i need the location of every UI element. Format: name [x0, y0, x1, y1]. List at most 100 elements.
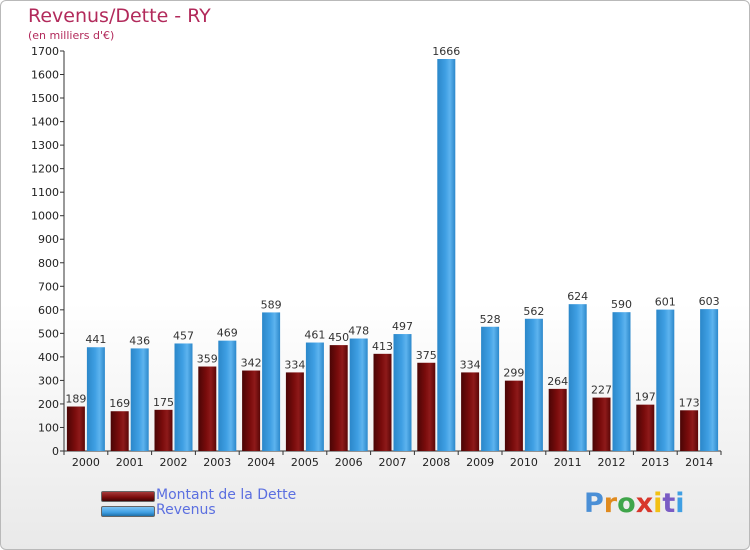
x-tick-label: 2003 [203, 456, 231, 469]
y-tick-label: 900 [38, 233, 59, 246]
bar-label-debt: 413 [372, 340, 393, 353]
bar-debt [110, 411, 129, 451]
bar-label-debt: 264 [547, 375, 568, 388]
x-tick-label: 2005 [291, 456, 319, 469]
bar-label-revenue: 589 [261, 298, 282, 311]
bar-label-revenue: 478 [348, 325, 369, 338]
bar-label-debt: 197 [635, 391, 656, 404]
bar-label-revenue: 457 [173, 329, 194, 342]
bar-debt [592, 397, 611, 451]
y-tick-label: 1200 [31, 163, 59, 176]
bar-label-revenue: 601 [655, 296, 676, 309]
bar-label-revenue: 461 [304, 329, 325, 342]
y-tick-label: 100 [38, 421, 59, 434]
logo-letter: P [584, 488, 604, 519]
bar-revenue [568, 304, 587, 451]
legend-label-revenue: Revenus [156, 502, 216, 518]
x-tick-label: 2009 [466, 456, 494, 469]
legend-label-debt: Montant de la Dette [156, 487, 297, 503]
x-tick-label: 2011 [554, 456, 582, 469]
y-tick-label: 1100 [31, 186, 59, 199]
y-tick-label: 600 [38, 304, 59, 317]
x-tick-label: 2004 [247, 456, 275, 469]
bar-label-revenue: 528 [480, 313, 501, 326]
y-tick-label: 0 [52, 445, 59, 458]
bar-label-revenue: 436 [129, 334, 150, 347]
bar-label-revenue: 624 [567, 290, 588, 303]
bar-revenue [700, 309, 719, 451]
bar-revenue [481, 326, 500, 451]
y-tick-label: 1400 [31, 116, 59, 129]
bar-revenue [349, 338, 368, 451]
y-tick-label: 300 [38, 374, 59, 387]
bar-label-debt: 175 [153, 396, 174, 409]
chart-unit: (en milliers d'€) [28, 29, 115, 42]
x-tick-label: 2013 [641, 456, 669, 469]
y-tick-label: 200 [38, 398, 59, 411]
bar-debt [461, 372, 480, 451]
logo-letter: x [635, 488, 654, 519]
bar-label-debt: 334 [284, 358, 305, 371]
logo-letter: i [675, 488, 685, 519]
x-tick-label: 2000 [72, 456, 100, 469]
bar-label-revenue: 590 [611, 298, 632, 311]
bar-label-debt: 342 [241, 357, 262, 370]
y-tick-label: 1500 [31, 92, 59, 105]
bar-label-revenue: 1666 [432, 45, 460, 58]
bar-revenue [656, 309, 675, 451]
bar-revenue [218, 340, 237, 451]
logo-letter: t [662, 488, 676, 519]
legend-swatch-revenue [101, 506, 155, 517]
bar-debt [285, 372, 304, 451]
y-tick-label: 1300 [31, 139, 59, 152]
bar-debt [329, 345, 348, 451]
y-tick-label: 1000 [31, 210, 59, 223]
x-tick-label: 2010 [510, 456, 538, 469]
bar-label-revenue: 603 [699, 295, 720, 308]
y-tick-label: 400 [38, 351, 59, 364]
bar-debt [242, 370, 261, 451]
legend-swatch-debt [101, 491, 155, 502]
bar-debt [636, 404, 655, 451]
bar-label-revenue: 497 [392, 320, 413, 333]
x-tick-label: 2008 [422, 456, 450, 469]
y-tick-label: 800 [38, 257, 59, 270]
bar-label-debt: 169 [109, 397, 130, 410]
x-tick-label: 2002 [160, 456, 188, 469]
x-tick-label: 2001 [116, 456, 144, 469]
bar-debt [504, 380, 523, 451]
logo-letter: o [617, 488, 636, 519]
bar-revenue [305, 342, 324, 451]
bar-revenue [174, 343, 193, 451]
bar-revenue [393, 334, 412, 451]
bar-label-debt: 227 [591, 384, 612, 397]
bar-debt [680, 410, 699, 451]
logo-letter: r [603, 488, 618, 519]
x-tick-label: 2014 [685, 456, 713, 469]
x-tick-label: 2007 [379, 456, 407, 469]
bar-debt [548, 388, 567, 451]
y-tick-label: 1600 [31, 69, 59, 82]
bar-debt [373, 353, 392, 451]
bar-label-debt: 359 [197, 353, 218, 366]
x-tick-label: 2006 [335, 456, 363, 469]
bar-label-debt: 173 [679, 396, 700, 409]
proxiti-logo: Proxiti [584, 488, 685, 519]
logo-letter: i [653, 488, 663, 519]
bar-label-debt: 189 [65, 393, 86, 406]
bar-label-debt: 334 [460, 358, 481, 371]
y-tick-label: 700 [38, 280, 59, 293]
bar-revenue [130, 348, 149, 451]
bar-revenue [524, 318, 543, 451]
bar-label-debt: 450 [328, 331, 349, 344]
bar-revenue [262, 312, 281, 451]
bar-revenue [437, 59, 456, 451]
bar-label-revenue: 562 [523, 305, 544, 318]
x-tick-label: 2012 [598, 456, 626, 469]
bar-revenue [612, 312, 631, 451]
bar-label-debt: 299 [503, 367, 524, 380]
bar-label-revenue: 441 [85, 333, 106, 346]
bar-debt [198, 366, 217, 451]
